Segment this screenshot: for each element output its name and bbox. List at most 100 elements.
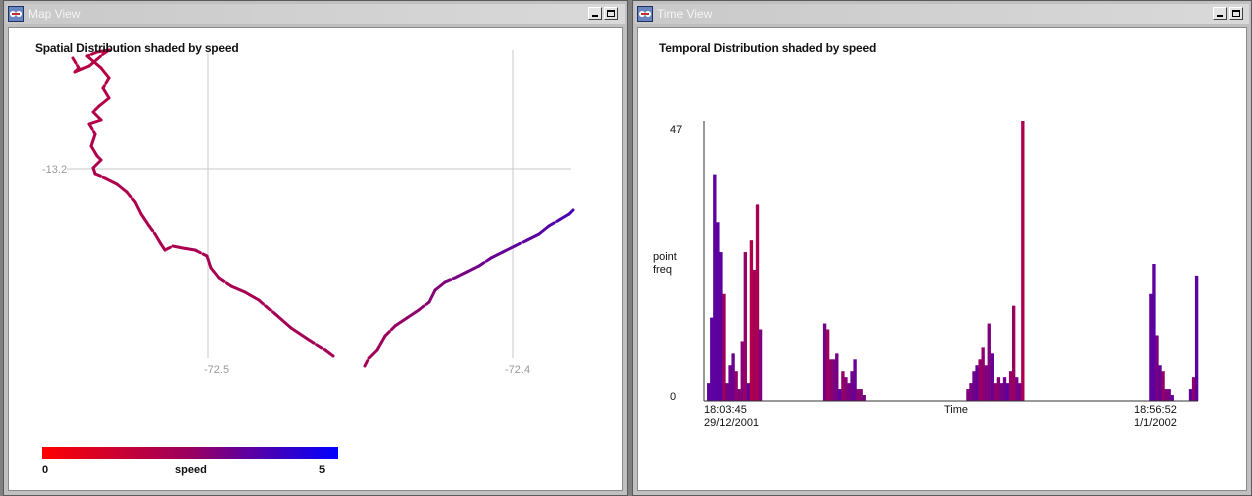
track-segment — [217, 276, 233, 288]
histogram-bar — [725, 383, 729, 401]
track-segment — [307, 338, 327, 352]
y-axis-label-line2: freq — [653, 264, 672, 276]
maximize-icon — [1232, 10, 1240, 17]
histogram-bar — [856, 389, 860, 401]
x-tick-label-2: -72.4 — [505, 364, 531, 376]
track-segment — [97, 96, 111, 108]
track-segment — [87, 118, 103, 126]
histogram-bar — [850, 371, 854, 401]
track-segment — [139, 212, 151, 228]
track-segment — [383, 324, 397, 338]
histogram-bar — [1018, 383, 1022, 401]
speed-color-legend — [42, 447, 338, 459]
histogram-bar — [1170, 395, 1174, 401]
histogram-bar — [1158, 365, 1162, 401]
track-segment — [547, 218, 561, 228]
temporal-histogram — [703, 121, 1199, 402]
histogram-bar — [987, 323, 991, 401]
app-icon[interactable] — [8, 6, 24, 22]
maximize-icon — [607, 10, 615, 17]
histogram-bar — [1155, 335, 1159, 401]
histogram-bar — [1188, 389, 1193, 401]
time-view-titlebar[interactable]: Time View — [635, 4, 1249, 24]
track-segment — [501, 244, 517, 254]
track-segment — [465, 264, 481, 274]
spatial-plot — [67, 48, 575, 368]
time-view-window: Time View Temporal Distribution shaded b… — [632, 0, 1252, 496]
histogram-bar — [981, 347, 985, 401]
track-segment — [273, 312, 293, 330]
track-segment — [91, 158, 103, 170]
histogram-bar — [740, 341, 744, 401]
histogram-bar — [743, 252, 747, 401]
track-segment — [89, 144, 99, 158]
y-axis-label-line1: point — [653, 251, 677, 263]
histogram-bar — [966, 389, 970, 401]
track-segment — [417, 300, 431, 312]
histogram-bar — [862, 395, 866, 401]
map-view-title: Map View — [28, 7, 81, 21]
track-segment — [73, 64, 91, 74]
histogram-bar — [1152, 263, 1156, 401]
histogram-bar — [1167, 389, 1171, 401]
histogram-bar — [716, 222, 720, 401]
track-segment — [567, 208, 575, 216]
track-segment — [557, 212, 571, 222]
track-segment — [477, 256, 493, 268]
histogram-bar — [1011, 305, 1016, 401]
histogram-bar — [1164, 389, 1168, 401]
x-start-time: 18:03:45 — [704, 404, 747, 416]
map-heading: Spatial Distribution shaded by speed — [35, 41, 239, 55]
y-min-label: 0 — [670, 391, 677, 403]
track-segment — [133, 200, 143, 216]
time-view-canvas[interactable]: Temporal Distribution shaded by speed 47… — [637, 27, 1247, 491]
x-axis-label: Time — [944, 404, 969, 416]
histogram-bar — [722, 293, 726, 401]
minimize-button[interactable] — [588, 7, 602, 20]
histogram-bar — [978, 359, 982, 401]
track-segment — [103, 176, 119, 186]
track-segment — [115, 182, 129, 194]
x-end-time: 18:56:52 — [1134, 404, 1177, 416]
histogram-bar — [996, 377, 1001, 401]
track-segment — [95, 48, 111, 54]
histogram-bar — [999, 383, 1004, 401]
y-max-label: 47 — [670, 124, 683, 136]
histogram-bar — [841, 371, 845, 401]
track-segment — [427, 288, 437, 304]
histogram-bar — [822, 323, 827, 401]
track-segment — [243, 290, 261, 302]
histogram-bar — [758, 329, 763, 401]
x-start-date: 29/12/2001 — [704, 417, 760, 429]
app-icon[interactable] — [637, 6, 653, 22]
maximize-button[interactable] — [604, 7, 618, 20]
histogram-bar — [829, 359, 833, 401]
track-segment — [229, 284, 247, 294]
time-view-title: Time View — [657, 7, 713, 21]
histogram-bar — [847, 383, 851, 401]
track-segment — [93, 172, 107, 180]
x-end-date: 1/1/2002 — [1134, 417, 1177, 429]
map-view-window: Map View Spatial Distribution shaded by … — [3, 0, 628, 496]
minimize-button[interactable] — [1213, 7, 1227, 20]
histogram-bar — [713, 174, 717, 401]
map-view-titlebar[interactable]: Map View — [6, 4, 625, 24]
histogram-bar — [734, 371, 738, 401]
track-segment — [87, 122, 97, 136]
time-heading: Temporal Distribution shaded by speed — [659, 41, 877, 55]
track-segment — [87, 52, 105, 68]
histogram-bar — [719, 252, 723, 401]
histogram-bar — [844, 377, 848, 401]
histogram-bar — [975, 365, 979, 401]
histogram-bar — [1191, 377, 1196, 401]
track-segment — [489, 250, 505, 260]
histogram-bar — [707, 383, 711, 401]
map-view-canvas[interactable]: Spatial Distribution shaded by speed -13… — [8, 27, 623, 491]
histogram-bar — [832, 359, 836, 401]
histogram-bar — [728, 365, 732, 401]
track-segment — [443, 276, 457, 284]
track-segment — [433, 280, 447, 292]
histogram-bar — [1005, 383, 1010, 401]
maximize-button[interactable] — [1229, 7, 1243, 20]
track-segment — [289, 326, 311, 342]
